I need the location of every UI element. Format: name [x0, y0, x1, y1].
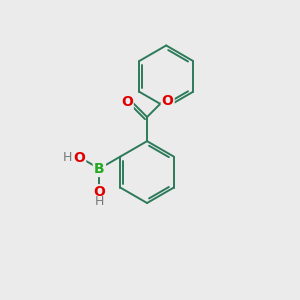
Text: B: B	[94, 162, 105, 176]
Text: O: O	[121, 95, 133, 109]
Text: H: H	[63, 152, 72, 164]
Text: O: O	[73, 151, 85, 165]
Text: O: O	[93, 185, 105, 199]
Text: O: O	[162, 94, 174, 108]
Text: H: H	[95, 195, 104, 208]
